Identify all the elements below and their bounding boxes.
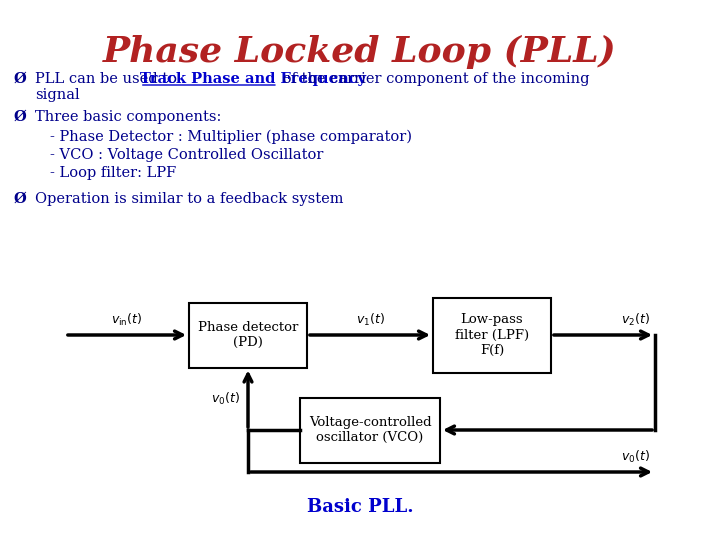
Text: - Loop filter: LPF: - Loop filter: LPF: [50, 166, 176, 180]
Text: Ø: Ø: [14, 192, 27, 206]
Text: Ø: Ø: [14, 72, 27, 86]
Text: Voltage-controlled
oscillator (VCO): Voltage-controlled oscillator (VCO): [309, 416, 431, 444]
Text: - VCO : Voltage Controlled Oscillator: - VCO : Voltage Controlled Oscillator: [50, 148, 323, 162]
Text: Operation is similar to a feedback system: Operation is similar to a feedback syste…: [35, 192, 343, 206]
Text: Basic PLL.: Basic PLL.: [307, 498, 413, 516]
FancyBboxPatch shape: [189, 302, 307, 368]
Text: signal: signal: [35, 88, 80, 102]
Text: Ø: Ø: [14, 110, 27, 124]
Text: Phase detector
(PD): Phase detector (PD): [198, 321, 298, 349]
Text: $v_0(t)$: $v_0(t)$: [211, 391, 240, 407]
Text: - Phase Detector : Multiplier (phase comparator): - Phase Detector : Multiplier (phase com…: [50, 130, 412, 144]
Text: Phase Locked Loop (PLL): Phase Locked Loop (PLL): [103, 35, 617, 69]
Text: Track Phase and Frequency: Track Phase and Frequency: [140, 72, 366, 86]
Text: PLL can be used to: PLL can be used to: [35, 72, 181, 86]
Text: of the carrier component of the incoming: of the carrier component of the incoming: [278, 72, 590, 86]
FancyBboxPatch shape: [433, 298, 551, 373]
Text: $v_0(t)$: $v_0(t)$: [621, 449, 650, 465]
Text: $v_2(t)$: $v_2(t)$: [621, 312, 650, 328]
FancyBboxPatch shape: [300, 397, 440, 462]
Text: Three basic components:: Three basic components:: [35, 110, 221, 124]
Text: $v_{\rm in}(t)$: $v_{\rm in}(t)$: [112, 312, 143, 328]
Text: Low-pass
filter (LPF)
F(f): Low-pass filter (LPF) F(f): [455, 314, 529, 356]
Text: $v_1(t)$: $v_1(t)$: [356, 312, 384, 328]
